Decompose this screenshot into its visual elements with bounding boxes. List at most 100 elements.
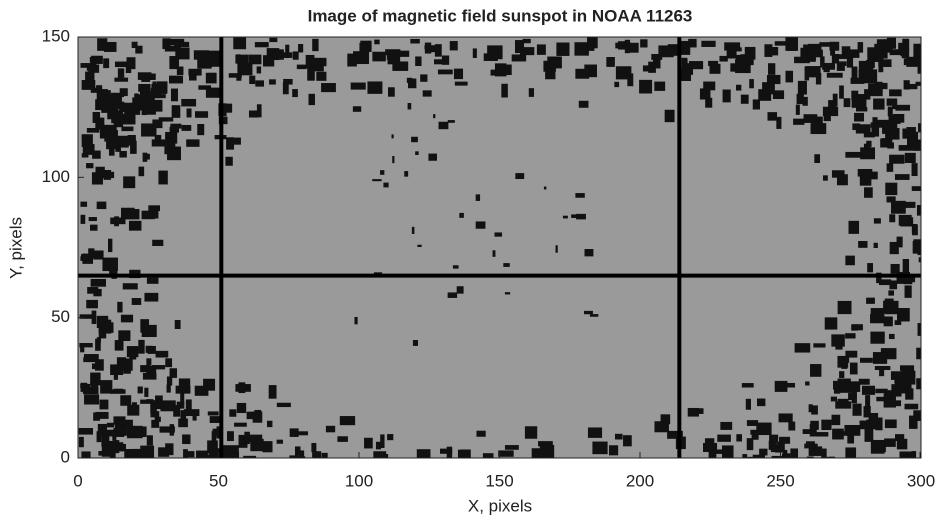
texture [422,90,432,97]
texture [909,415,918,429]
texture [347,53,357,67]
texture [285,44,290,59]
texture [719,55,728,62]
texture [835,342,843,350]
texture [417,244,422,248]
texture [820,56,825,68]
texture [889,154,905,164]
texture [90,278,106,287]
texture [229,409,237,417]
texture [339,416,356,426]
texture [267,420,273,428]
texture [863,132,875,138]
texture [158,117,174,122]
texture [887,106,893,117]
texture [703,81,716,91]
texture [614,81,620,88]
texture [903,58,919,66]
texture [90,87,103,93]
texture [375,453,389,458]
texture [832,428,844,440]
texture [88,248,95,257]
texture [885,127,900,140]
texture [146,365,157,380]
texture [410,38,420,44]
texture [624,39,631,54]
texture [169,75,184,84]
texture [207,411,219,416]
texture [886,163,894,172]
texture [186,139,200,147]
texture [752,99,760,110]
texture [96,431,102,443]
texture [96,89,108,103]
texture [292,89,298,98]
texture [311,57,327,67]
texture [276,439,284,444]
texture [883,316,893,327]
texture [724,42,741,51]
texture [113,369,118,380]
texture [498,450,514,457]
texture [207,440,218,454]
texture [165,131,178,144]
texture [364,437,373,449]
texture [175,47,190,60]
texture [920,381,921,389]
texture [212,428,221,437]
texture [408,78,417,89]
texture [785,37,799,51]
x-tick-label: 50 [209,471,228,490]
texture [197,57,212,69]
texture [746,420,759,426]
texture [913,139,921,151]
texture [392,156,395,164]
texture [120,395,132,406]
texture [886,98,898,106]
texture [144,292,159,302]
texture [857,168,873,177]
texture [226,137,235,150]
texture [183,449,188,458]
texture [865,395,871,409]
texture [106,94,122,105]
texture [203,378,216,391]
texture [701,40,716,47]
texture [150,87,160,95]
texture [904,83,918,90]
texture [826,72,843,78]
texture [178,418,188,428]
texture [415,151,419,155]
texture [578,100,589,108]
texture [482,453,494,458]
texture [796,93,804,105]
texture [589,314,599,317]
texture [295,431,309,436]
texture [771,455,784,458]
texture [822,175,828,181]
texture [830,44,836,56]
texture [809,424,817,437]
texture [802,429,813,434]
texture [120,314,134,323]
texture [165,443,174,456]
texture [543,186,547,190]
texture [457,449,469,458]
texture [841,46,851,58]
texture [592,441,608,455]
texture [102,429,118,437]
texture [884,419,897,429]
texture [135,457,145,458]
texture [228,457,244,458]
texture [555,245,558,253]
texture [146,277,159,284]
texture [916,204,921,216]
texture [501,83,508,98]
texture [96,337,101,343]
texture [86,127,100,133]
texture [896,271,910,284]
texture [92,150,101,159]
texture [166,384,171,393]
texture [95,411,109,419]
texture [152,239,164,246]
